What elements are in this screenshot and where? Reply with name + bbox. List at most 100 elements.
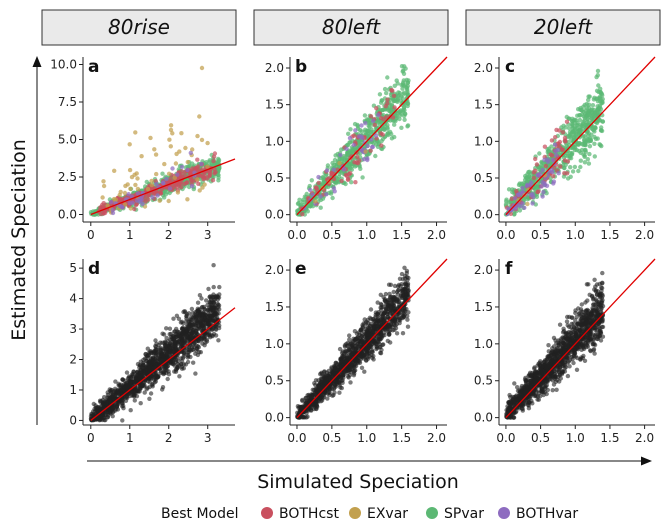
data-point: [199, 65, 205, 71]
data-point: [205, 176, 210, 181]
data-point: [168, 123, 174, 128]
y-tick-label: 1.5: [265, 300, 284, 314]
data-point: [205, 302, 210, 308]
data-point: [132, 379, 137, 384]
data-point: [582, 141, 587, 147]
y-axis-title: Estimated Speciation: [8, 139, 30, 341]
data-point: [177, 374, 182, 379]
data-point: [176, 316, 182, 321]
data-point: [182, 181, 187, 187]
data-point: [551, 181, 556, 186]
data-point: [174, 151, 179, 157]
data-point: [339, 178, 344, 184]
data-point: [347, 135, 353, 141]
data-point: [588, 107, 594, 113]
data-point: [147, 396, 152, 401]
data-point: [337, 390, 342, 395]
data-point: [392, 105, 397, 110]
data-point: [373, 153, 378, 159]
data-point: [188, 171, 194, 176]
data-point: [100, 414, 105, 420]
data-point: [316, 174, 321, 180]
data-point: [131, 369, 136, 374]
data-point: [150, 195, 155, 200]
data-point: [568, 165, 573, 170]
strip-80left: 80left: [253, 9, 449, 46]
data-point: [195, 300, 201, 305]
data-point: [195, 133, 200, 139]
data-point: [145, 194, 150, 199]
data-point: [504, 199, 509, 204]
data-point: [101, 183, 107, 189]
data-point: [186, 323, 191, 328]
x-tick-label: 0.0: [287, 228, 306, 242]
data-point: [91, 401, 97, 407]
data-point: [149, 182, 154, 188]
data-point: [201, 177, 206, 182]
data-point: [575, 113, 580, 118]
data-point: [316, 180, 321, 186]
data-point: [330, 195, 335, 201]
data-point: [324, 192, 329, 197]
data-point: [363, 129, 368, 134]
data-point: [162, 161, 167, 167]
data-point: [167, 345, 172, 350]
data-point: [189, 178, 194, 183]
x-tick-label: 0.5: [322, 228, 341, 242]
data-point: [304, 191, 309, 197]
data-point: [160, 171, 165, 176]
data-point: [168, 127, 174, 133]
data-point: [204, 298, 209, 303]
x-tick-label: 1.5: [392, 431, 411, 445]
data-point: [164, 180, 169, 185]
x-axis-arrow: [87, 456, 652, 466]
data-point: [583, 108, 588, 113]
data-point: [148, 391, 154, 396]
y-tick-label: 0.0: [58, 208, 77, 222]
data-point: [112, 386, 118, 391]
data-point: [205, 164, 210, 169]
data-point: [127, 167, 133, 173]
data-point: [345, 152, 350, 157]
y-tick-label: 1.5: [474, 98, 493, 112]
x-tick-label: 2.0: [635, 228, 654, 242]
data-point: [139, 154, 144, 159]
data-point: [105, 392, 111, 398]
data-point: [307, 187, 313, 193]
data-point: [403, 66, 408, 71]
data-point: [215, 301, 220, 306]
data-point: [166, 198, 171, 204]
data-point: [331, 186, 337, 191]
data-point: [516, 192, 521, 197]
data-point: [397, 116, 402, 122]
panel-a: 0.02.55.07.510.00 1 2 3a: [50, 57, 236, 242]
data-point: [525, 201, 530, 207]
data-point: [532, 168, 538, 173]
data-point: [138, 401, 143, 406]
data-point: [362, 113, 368, 118]
data-point: [179, 131, 184, 136]
data-point: [144, 366, 150, 372]
data-point: [166, 171, 172, 176]
x-tick-label: 2.0: [427, 228, 446, 242]
x-tick-label: 2.0: [427, 431, 446, 445]
data-point: [353, 180, 358, 185]
data-point: [190, 147, 195, 152]
data-point: [598, 86, 603, 92]
y-tick-label: 4: [69, 292, 77, 306]
data-point: [564, 114, 569, 120]
data-point: [211, 284, 216, 290]
data-point: [548, 152, 553, 157]
data-point: [587, 151, 592, 157]
data-point: [179, 366, 185, 371]
data-point: [541, 190, 546, 195]
data-point: [377, 92, 383, 97]
data-point: [179, 164, 185, 170]
data-point: [207, 313, 212, 318]
data-point: [205, 140, 210, 146]
x-tick-label: 1.0: [566, 228, 585, 242]
data-point: [585, 137, 591, 142]
data-point: [402, 108, 407, 113]
data-point: [338, 152, 343, 158]
x-tick-label: 1: [126, 228, 134, 242]
